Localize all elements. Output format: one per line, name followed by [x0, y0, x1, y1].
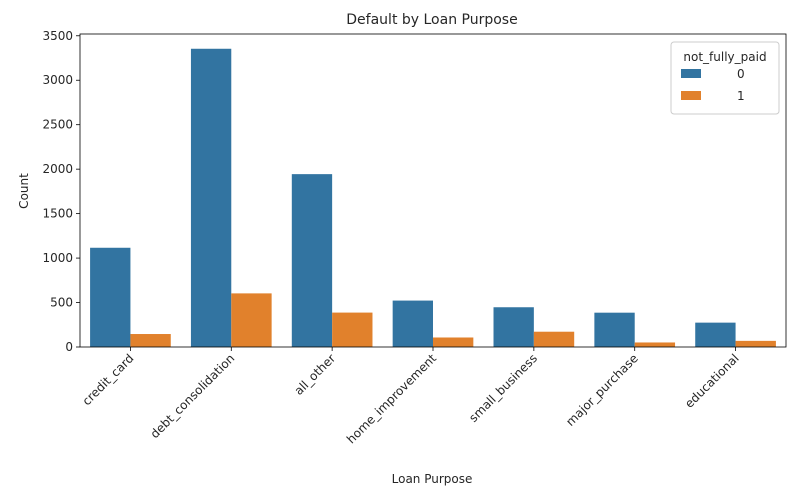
- y-tick-label: 500: [50, 296, 73, 310]
- y-tick-label: 0: [65, 340, 73, 354]
- bar-debt_consolidation-series-0: [190, 48, 232, 347]
- bar-debt_consolidation-series-1: [231, 293, 272, 347]
- legend-swatch-1: [681, 91, 701, 100]
- bar-all_other-series-0: [291, 174, 333, 347]
- legend-title: not_fully_paid: [683, 50, 766, 64]
- x-tick-label-credit_card: credit_card: [80, 351, 137, 408]
- bar-educational-series-1: [735, 340, 776, 347]
- y-tick-label: 2500: [42, 118, 73, 132]
- legend: not_fully_paid 0 1: [670, 41, 780, 115]
- y-tick-label: 3500: [42, 29, 73, 43]
- x-tick-label-home_improvement: home_improvement: [344, 351, 439, 446]
- y-axis: 0 500 1000 1500 2000 2500 3000 3500: [42, 29, 80, 354]
- y-tick-label: 1000: [42, 251, 73, 265]
- legend-label-0: 0: [737, 67, 745, 81]
- x-axis-label: Loan Purpose: [392, 472, 473, 486]
- bar-educational-series-0: [695, 322, 736, 347]
- x-tick-label-all_other: all_other: [292, 351, 339, 398]
- x-tick-label-major_purchase: major_purchase: [563, 351, 641, 429]
- bar-major_purchase-series-0: [594, 312, 635, 347]
- chart-title: Default by Loan Purpose: [346, 12, 517, 28]
- y-axis-label: Count: [17, 173, 31, 209]
- bar-credit_card-series-1: [130, 334, 171, 347]
- bar-credit_card-series-0: [90, 247, 131, 347]
- bar-home_improvement-series-0: [392, 300, 433, 347]
- bar-small_business-series-1: [533, 331, 575, 347]
- bar-home_improvement-series-1: [433, 337, 474, 347]
- y-tick-label: 3000: [42, 73, 73, 87]
- bar-all_other-series-1: [332, 312, 373, 347]
- y-tick-label: 1500: [42, 207, 73, 221]
- y-tick-label: 2000: [42, 162, 73, 176]
- x-axis: credit_card debt_consolidation all_other ho…: [80, 347, 742, 446]
- x-tick-label-small_business: small_business: [466, 351, 540, 425]
- bar-small_business-series-0: [493, 307, 534, 347]
- legend-label-1: 1: [737, 89, 745, 103]
- x-tick-label-educational: educational: [682, 351, 742, 411]
- legend-swatch-0: [681, 69, 701, 78]
- plot-area: [79, 33, 787, 348]
- x-tick-label-debt_consolidation: debt_consolidation: [148, 351, 238, 441]
- bar-major_purchase-series-1: [634, 342, 676, 347]
